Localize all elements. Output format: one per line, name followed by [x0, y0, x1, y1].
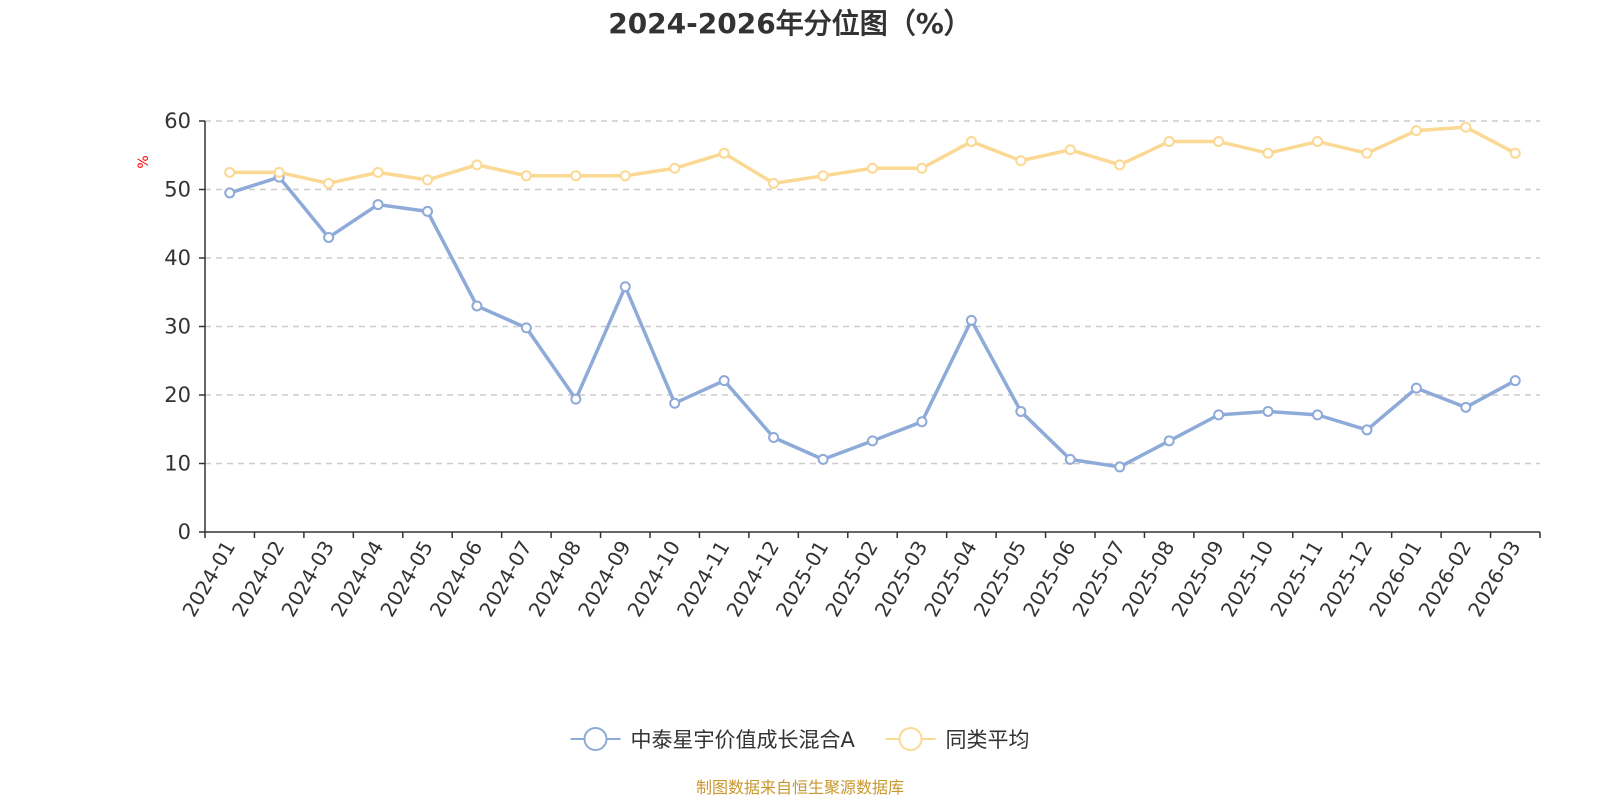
series-1-point	[965, 314, 977, 326]
series-2-point	[1015, 155, 1027, 167]
legend-label: 同类平均	[945, 728, 1029, 752]
series-1-point	[718, 375, 730, 387]
series-1-point	[1163, 435, 1175, 447]
series-2-point	[224, 166, 236, 178]
series-1-point	[1509, 375, 1521, 387]
series-1-point	[422, 205, 433, 217]
series-2-point	[619, 170, 631, 182]
legend-marker	[898, 727, 923, 751]
series-2-point	[916, 162, 928, 174]
series-2-point	[372, 166, 384, 178]
series-2-point	[273, 166, 285, 178]
legend-item-2: 同类平均	[885, 727, 1029, 752]
series-2-point	[867, 162, 878, 174]
series-2-point	[1213, 136, 1225, 148]
y-tick-label: 50	[164, 178, 191, 202]
series-2-point	[718, 147, 730, 159]
series-2-point	[965, 136, 977, 148]
series-2-point	[1361, 147, 1373, 159]
series-1-point	[1262, 405, 1274, 417]
series-1-point	[1410, 382, 1422, 394]
legend-label: 中泰星宇价值成长混合A	[631, 728, 856, 752]
series-1-point	[817, 453, 829, 465]
series-1-point	[372, 199, 384, 211]
series-1-point	[916, 416, 928, 428]
y-tick-label: 60	[164, 109, 191, 133]
y-axis-unit-label: %	[136, 155, 152, 168]
series-1-point	[570, 393, 582, 405]
series-2-point	[817, 170, 829, 182]
legend: 中泰星宇价值成长混合A 同类平均	[570, 727, 1029, 752]
series-2-point	[520, 170, 532, 182]
data-source-note: 制图数据来自恒生聚源数据库	[696, 778, 904, 797]
y-tick-label: 40	[164, 246, 191, 270]
series-2-point	[1262, 147, 1274, 159]
series-2-point	[1509, 147, 1521, 159]
series-2-point	[1410, 125, 1422, 137]
series-2-point	[323, 177, 335, 189]
series-line-2	[229, 125, 1517, 186]
series-2-point	[570, 170, 582, 182]
series-1-point	[1213, 409, 1225, 421]
series-1-point	[867, 435, 878, 447]
series-1-point	[1361, 424, 1373, 436]
y-tick-labels: 0 10 20 30 40 50 60	[164, 109, 191, 544]
series-2-point	[1460, 121, 1472, 133]
series-line-1	[229, 175, 1517, 469]
series-1-point	[1312, 409, 1323, 421]
series-2-point	[422, 174, 433, 186]
series-2-point	[1163, 136, 1175, 148]
axes	[199, 120, 1541, 538]
chart-title: 2024-2026年分位图（%）	[608, 7, 972, 40]
series-2-point	[1312, 136, 1323, 148]
series-2-point	[471, 159, 483, 171]
series-1-point	[669, 397, 681, 409]
series-1-point	[768, 431, 780, 443]
series-1-point	[1114, 461, 1126, 473]
series-2-point	[768, 177, 780, 189]
series-1-point	[224, 187, 236, 199]
series-2-point	[1064, 144, 1076, 156]
x-tick-labels: 2024-012024-022024-032024-042024-052024-…	[177, 537, 1525, 621]
y-tick-label: 0	[178, 520, 191, 544]
series-1-point	[520, 322, 532, 334]
y-tick-label: 10	[164, 452, 191, 476]
series-1-point	[1015, 405, 1027, 417]
series-2-point	[669, 162, 681, 174]
series-1-point	[1064, 453, 1076, 465]
series-1-point	[619, 281, 631, 293]
series-1-point	[323, 231, 335, 243]
y-tick-label: 20	[164, 383, 191, 407]
y-tick-label: 30	[164, 315, 191, 339]
series-1-point	[471, 300, 483, 312]
grid-lines	[205, 120, 1540, 465]
series-1-point	[1460, 401, 1472, 413]
legend-marker	[583, 727, 608, 751]
series-lines	[224, 121, 1521, 473]
series-2-point	[1114, 159, 1126, 171]
legend-item-1: 中泰星宇价值成长混合A	[570, 727, 856, 752]
